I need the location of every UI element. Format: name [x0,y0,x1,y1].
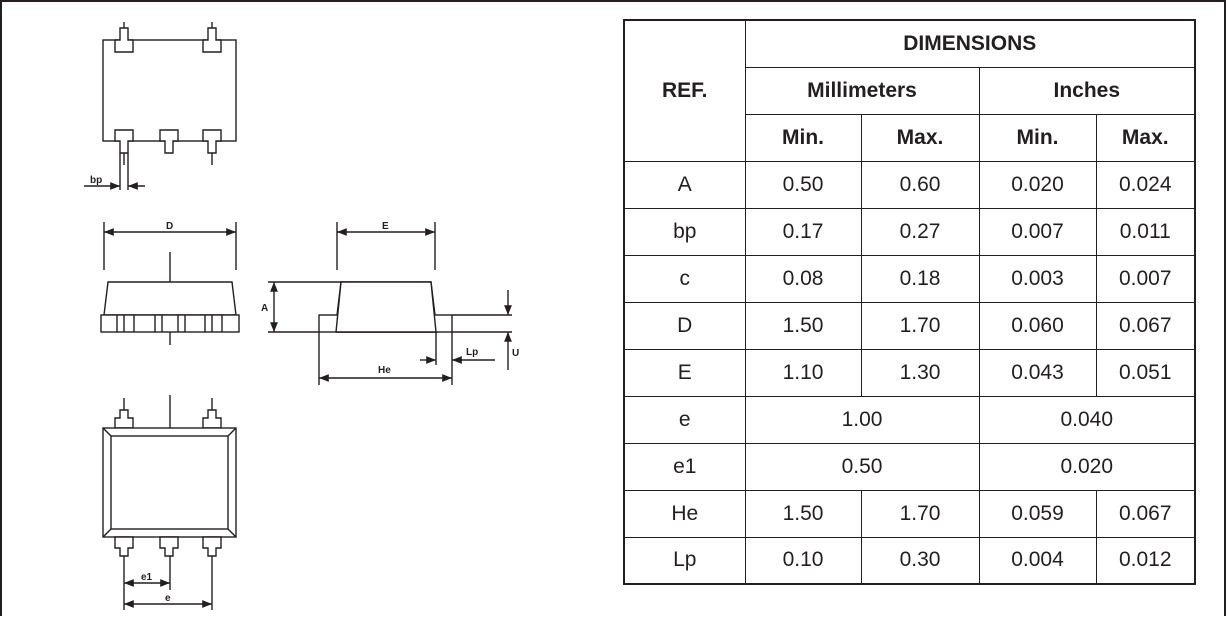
table-row: He 1.50 1.70 0.059 0.067 [623,489,1196,538]
in-min-cell: 0.007 [978,207,1097,256]
mm-nominal-cell: 0.50 [744,442,980,491]
millimeters-header: Millimeters [744,66,980,115]
in-max-cell: 0.011 [1095,207,1196,256]
mm-min-cell: 0.10 [744,536,862,585]
table-row: E 1.10 1.30 0.043 0.051 [623,348,1196,397]
in-max-cell: 0.067 [1095,301,1196,350]
ref-cell: e [623,395,746,444]
in-min-cell: 0.004 [978,536,1097,585]
table-row: bp 0.17 0.27 0.007 0.011 [623,207,1196,256]
mm-max-cell: 1.70 [860,489,980,538]
in-max-cell: 0.067 [1095,489,1196,538]
in-max-cell: 0.024 [1095,160,1196,209]
table-row: c 0.08 0.18 0.003 0.007 [623,254,1196,303]
ref-cell: E [623,348,746,397]
label-u: U [512,348,519,359]
ref-header: REF. [623,19,746,162]
mm-min-cell: 0.17 [744,207,862,256]
package-outline-drawing: bp D E A He Lp U e1 e [0,0,600,617]
mm-max-cell: 0.18 [860,254,980,303]
ref-cell: c [623,254,746,303]
top-view [84,22,237,190]
mm-max-cell: 1.70 [860,301,980,350]
mm-min-cell: 1.10 [744,348,862,397]
label-e-upper: E [382,221,389,232]
inches-header: Inches [978,66,1196,115]
label-d: D [166,221,173,232]
table-row: A 0.50 0.60 0.020 0.024 [623,160,1196,209]
label-a: A [261,303,268,314]
label-e: e [165,593,171,604]
in-min-cell: 0.003 [978,254,1097,303]
ref-cell: D [623,301,746,350]
in-min-cell: 0.059 [978,489,1097,538]
in-max-cell: 0.051 [1095,348,1196,397]
side-view-e [268,222,512,385]
ref-cell: A [623,160,746,209]
in-nominal-cell: 0.040 [978,395,1196,444]
mm-min-cell: 1.50 [744,489,862,538]
ref-cell: Lp [623,536,746,585]
in-max-cell: 0.012 [1095,536,1196,585]
table-row: e 1.00 0.040 [623,395,1196,444]
bottom-view [102,395,237,610]
mm-min-cell: 0.50 [744,160,862,209]
table-row: D 1.50 1.70 0.060 0.067 [623,301,1196,350]
table-header-row: Millimeters Inches [624,66,1196,115]
in-min-cell: 0.043 [978,348,1097,397]
label-he: He [378,365,391,376]
dimensions-table: REF. DIMENSIONS Millimeters Inches Min. … [623,19,1196,585]
ref-cell: He [623,489,746,538]
mm-min-cell: 0.08 [744,254,862,303]
side-view-d [100,222,240,345]
mm-max-header: Max. [860,113,980,162]
table-row: Lp 0.10 0.30 0.004 0.012 [623,536,1196,585]
table-header-row: Min. Max. Min. Max. [624,113,1196,162]
in-min-cell: 0.060 [978,301,1097,350]
ref-cell: e1 [623,442,746,491]
mm-min-header: Min. [744,113,862,162]
in-max-cell: 0.007 [1095,254,1196,303]
ref-cell: bp [623,207,746,256]
in-min-header: Min. [978,113,1097,162]
label-bp: bp [90,175,102,186]
dimensions-header: DIMENSIONS [744,19,1196,68]
label-lp: Lp [466,347,478,358]
in-nominal-cell: 0.020 [978,442,1196,491]
mm-max-cell: 0.27 [860,207,980,256]
in-min-cell: 0.020 [978,160,1097,209]
package-outline-svg: bp D E A He Lp U e1 e [84,22,519,610]
label-e1: e1 [141,572,153,583]
mm-max-cell: 0.30 [860,536,980,585]
mm-max-cell: 0.60 [860,160,980,209]
mm-max-cell: 1.30 [860,348,980,397]
table-row: e1 0.50 0.020 [623,442,1196,491]
in-max-header: Max. [1095,113,1196,162]
mm-min-cell: 1.50 [744,301,862,350]
table-header-row: REF. DIMENSIONS [623,19,1196,162]
mm-nominal-cell: 1.00 [744,395,980,444]
